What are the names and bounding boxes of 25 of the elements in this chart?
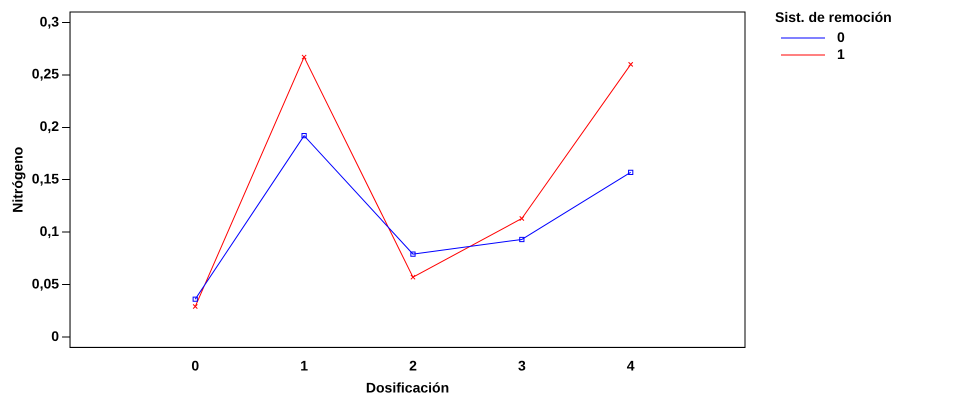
point — [301, 133, 307, 138]
legend-label: 1 — [837, 46, 845, 62]
point — [410, 274, 416, 280]
x-tick-label: 4 — [626, 358, 635, 374]
point — [628, 170, 634, 175]
point — [301, 54, 307, 60]
legend-title: Sist. de remoción — [775, 8, 892, 25]
x-tick-label: 3 — [518, 358, 526, 374]
y-tick-label: 0,2 — [40, 118, 60, 134]
y-tick-label: 0,3 — [40, 13, 60, 30]
y-tick-label: 0,15 — [32, 170, 60, 187]
x-tick-label: 2 — [409, 358, 418, 374]
y-axis-title: Nitrógeno — [9, 146, 26, 213]
point — [519, 216, 524, 222]
legend-label: 0 — [837, 28, 845, 45]
y-tick-label: 0,25 — [32, 66, 60, 82]
x-axis-title: Dosificación — [366, 379, 450, 396]
point — [519, 236, 524, 242]
point — [410, 251, 416, 257]
point — [192, 296, 198, 302]
x-tick-label: 1 — [300, 358, 308, 374]
y-tick-label: 0,1 — [40, 222, 60, 239]
y-tick-label: 0,05 — [32, 275, 60, 292]
y-tick-label: 0 — [51, 328, 60, 344]
x-tick-label: 0 — [191, 358, 200, 374]
